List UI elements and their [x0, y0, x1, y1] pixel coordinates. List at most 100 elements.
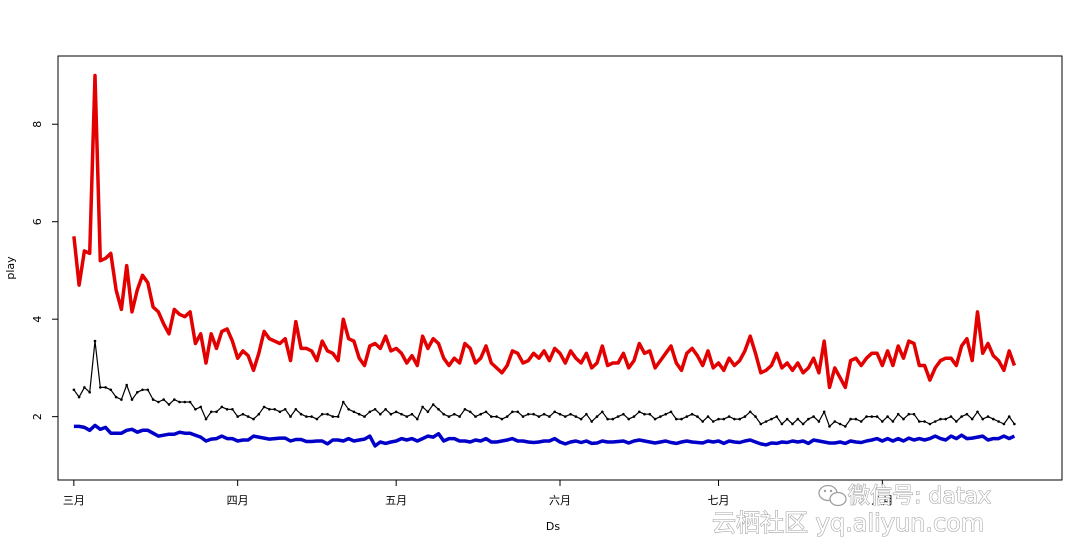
series-point: [357, 412, 361, 416]
series-point: [495, 415, 498, 418]
series-point: [426, 410, 430, 414]
series-point: [379, 412, 382, 416]
series-line-0: [72, 73, 1017, 390]
series-point: [88, 391, 91, 394]
series-point: [997, 420, 1000, 423]
x-tick-label: 七月: [708, 494, 730, 507]
series-point: [442, 412, 446, 416]
series-point: [114, 395, 118, 399]
series-point: [780, 422, 784, 426]
series-point: [939, 417, 942, 421]
watermark-site: 云栖社区 yq.aliyun.com: [712, 509, 984, 537]
series-point: [844, 425, 847, 428]
series-point: [944, 417, 947, 421]
series-point: [696, 415, 699, 418]
series-point: [384, 408, 387, 411]
series-point: [754, 415, 757, 418]
series-point: [812, 415, 815, 418]
series-point: [706, 415, 710, 418]
series-point: [822, 410, 826, 414]
series-point: [283, 408, 287, 411]
series-point: [579, 417, 583, 421]
series-point: [400, 412, 403, 416]
series-point: [194, 408, 197, 411]
series-point: [146, 388, 150, 392]
series-point: [220, 405, 224, 409]
series-point: [262, 405, 266, 409]
y-tick-label: 6: [31, 218, 44, 225]
series-point: [99, 386, 102, 389]
series-point: [828, 425, 831, 428]
series-point: [616, 415, 620, 418]
y-axis: 2 4 6 8: [31, 121, 58, 420]
series-point: [743, 415, 747, 418]
series-point: [606, 417, 609, 421]
x-tick-label: 五月: [385, 494, 407, 507]
series-point: [865, 415, 868, 418]
series-point: [437, 408, 440, 411]
series-point: [326, 412, 329, 416]
series-point: [320, 412, 324, 416]
x-tick-label: 六月: [549, 494, 571, 507]
series-point: [992, 417, 995, 421]
series-point: [368, 410, 372, 414]
series-point: [690, 412, 694, 416]
series-point: [315, 417, 319, 421]
series-point: [891, 420, 895, 423]
series-point: [680, 417, 683, 421]
series-point: [1002, 422, 1006, 426]
series-point: [537, 415, 541, 418]
series-point: [167, 403, 171, 406]
series-point: [527, 412, 530, 416]
series-point: [807, 417, 810, 421]
series-point: [109, 388, 113, 392]
series-point: [558, 412, 562, 416]
series-point: [595, 415, 599, 418]
series-point: [463, 408, 467, 411]
series-point: [273, 408, 277, 411]
series-point: [389, 412, 393, 416]
series-point: [965, 412, 969, 416]
series-point: [268, 408, 271, 411]
series-point: [817, 420, 821, 423]
series-point: [738, 417, 741, 421]
series-point: [511, 410, 514, 414]
x-tick-label: 四月: [227, 494, 249, 507]
series-point: [136, 391, 139, 394]
series-point: [870, 415, 874, 418]
series-point: [886, 415, 889, 418]
series-point: [976, 410, 979, 414]
series-point: [421, 405, 424, 409]
series-point: [410, 412, 414, 416]
series-point: [416, 417, 419, 421]
series-point: [474, 415, 477, 418]
series-layer: [72, 73, 1017, 448]
series-line-2: [73, 423, 1016, 448]
series-point: [675, 417, 678, 421]
series-point: [278, 410, 282, 414]
series-point: [585, 412, 588, 416]
series-point: [601, 410, 604, 414]
series-point: [770, 417, 773, 421]
series-point: [199, 405, 202, 409]
series-point: [458, 415, 461, 418]
series-point: [405, 415, 409, 418]
series-point: [289, 415, 292, 418]
series-point: [141, 388, 144, 392]
y-axis-title: play: [4, 256, 17, 280]
series-point: [801, 422, 805, 426]
series-point: [590, 420, 593, 423]
series-point: [564, 415, 567, 418]
series-point: [928, 422, 932, 426]
series-point: [717, 417, 720, 421]
series-point: [569, 412, 572, 416]
series-point: [727, 415, 731, 418]
series-point: [336, 415, 340, 418]
series-point: [785, 417, 789, 421]
series-point: [970, 417, 974, 421]
series-point: [162, 398, 165, 401]
series-point: [173, 398, 176, 401]
series-point: [907, 412, 911, 416]
series-point: [748, 410, 752, 414]
